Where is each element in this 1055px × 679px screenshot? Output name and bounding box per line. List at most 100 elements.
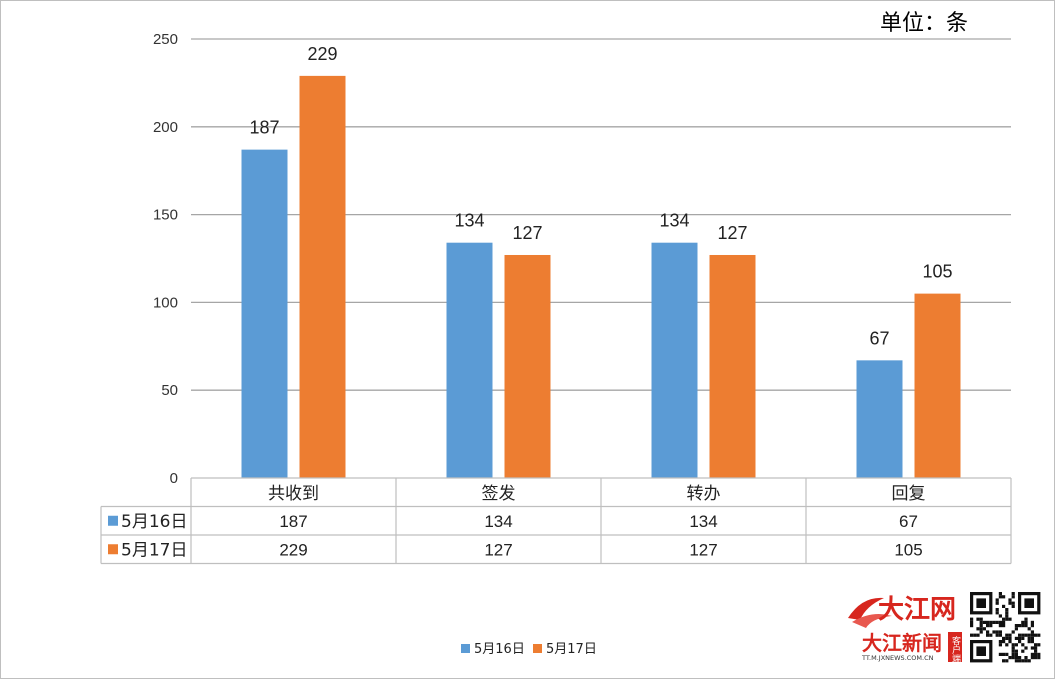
qr-module <box>1014 652 1018 656</box>
qr-module <box>1002 659 1006 663</box>
qr-module <box>989 633 993 637</box>
logo-swoosh-icon-2 <box>852 614 892 628</box>
qr-module <box>979 630 983 634</box>
qr-module <box>1018 633 1022 637</box>
qr-module <box>992 630 996 634</box>
qr-module <box>1014 636 1018 640</box>
qr-module <box>1030 633 1034 637</box>
legend-swatch <box>461 644 470 653</box>
data-label: 134 <box>454 211 484 231</box>
qr-module <box>1008 640 1012 644</box>
qr-module <box>986 620 990 624</box>
qr-module <box>1011 656 1015 660</box>
qr-module <box>976 633 980 637</box>
qr-module <box>970 617 974 621</box>
qr-module <box>1011 649 1015 653</box>
category-label: 转办 <box>687 484 721 504</box>
qr-module <box>1027 659 1031 663</box>
qr-module <box>1011 595 1015 599</box>
category-label: 签发 <box>482 484 516 504</box>
y-tick-label: 150 <box>153 207 178 224</box>
bar <box>914 293 961 478</box>
qr-module <box>1005 614 1009 618</box>
qr-module <box>989 620 993 624</box>
qr-module <box>976 627 980 631</box>
qr-module <box>1021 659 1025 663</box>
qr-module <box>1030 636 1034 640</box>
qr-module <box>989 624 993 628</box>
qr-module <box>1027 633 1031 637</box>
qr-module <box>973 633 977 637</box>
qr-module <box>1030 646 1034 650</box>
qr-module <box>998 643 1002 647</box>
qr-module <box>1024 633 1028 637</box>
table-cell: 67 <box>899 512 918 531</box>
y-tick-label: 200 <box>153 119 178 136</box>
qr-module <box>1011 652 1015 656</box>
qr-module <box>1002 595 1006 599</box>
data-label: 67 <box>869 328 889 348</box>
qr-module <box>1030 656 1034 660</box>
qr-module <box>995 620 999 624</box>
qr-module <box>979 617 983 621</box>
qr-module <box>970 633 974 637</box>
qr-module <box>1005 636 1009 640</box>
logo-url: TT.M.JXNEWS.COM.CN <box>861 654 934 662</box>
bar <box>709 254 756 478</box>
qr-module <box>1005 617 1009 621</box>
qr-module <box>1021 624 1025 628</box>
qr-module <box>995 630 999 634</box>
qr-module <box>1037 656 1041 660</box>
logo-swoosh-icon <box>848 597 884 620</box>
qr-module <box>1021 649 1025 653</box>
y-tick-label: 0 <box>170 470 178 487</box>
qr-finder <box>976 646 986 656</box>
category-label: 回复 <box>892 484 926 504</box>
qr-module <box>1027 627 1031 631</box>
qr-module <box>1018 640 1022 644</box>
qr-module <box>1024 624 1028 628</box>
qr-module <box>1030 624 1034 628</box>
qr-module <box>1011 604 1015 608</box>
table-legend-key <box>108 544 118 555</box>
qr-module <box>998 630 1002 634</box>
table-cell: 134 <box>484 512 512 531</box>
qr-module <box>1024 617 1028 621</box>
bar <box>504 254 551 478</box>
qr-module <box>1008 617 1012 621</box>
data-label: 229 <box>307 44 337 64</box>
logo: 大江网 大江新闻 客户端 TT.M.JXNEWS.COM.CN <box>848 595 962 664</box>
qr-module <box>970 624 974 628</box>
qr-module <box>1024 620 1028 624</box>
qr-module <box>1024 659 1028 663</box>
qr-module <box>1008 598 1012 602</box>
table-cell: 187 <box>279 512 307 531</box>
qr-module <box>998 640 1002 644</box>
data-label: 105 <box>922 262 952 282</box>
table-cell: 229 <box>279 540 307 559</box>
qr-module <box>998 624 1002 628</box>
qr-module <box>995 633 999 637</box>
qr-module <box>1011 643 1015 647</box>
y-tick-label: 100 <box>153 294 178 311</box>
qr-module <box>979 624 983 628</box>
qr-module <box>1037 652 1041 656</box>
qr-module <box>1005 652 1009 656</box>
data-label: 134 <box>659 211 689 231</box>
y-tick-label: 250 <box>153 31 178 48</box>
qr-module <box>1030 620 1034 624</box>
qr-module <box>1002 604 1006 608</box>
qr-module <box>1002 624 1006 628</box>
category-label: 共收到 <box>268 484 319 504</box>
qr-module <box>979 627 983 631</box>
qr-module <box>986 633 990 637</box>
qr-module <box>1005 643 1009 647</box>
qr-module <box>1014 624 1018 628</box>
legend-label: 5月17日 <box>546 642 597 657</box>
bar <box>856 360 903 478</box>
series-name: 5月16日 <box>121 512 187 532</box>
qr-module <box>1018 624 1022 628</box>
bar <box>651 242 698 478</box>
logo-tag-box <box>948 632 962 662</box>
